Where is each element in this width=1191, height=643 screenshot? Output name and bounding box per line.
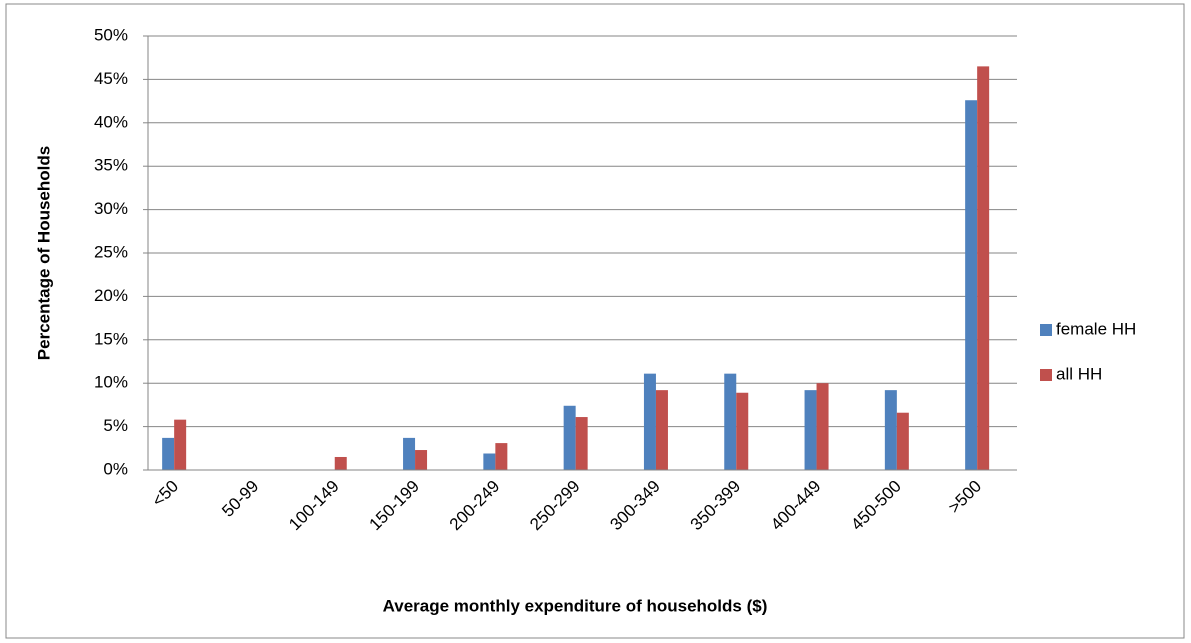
legend-swatch xyxy=(1040,324,1052,336)
bar xyxy=(162,437,175,470)
bar xyxy=(174,419,187,470)
legend-label: female HH xyxy=(1056,319,1136,338)
bar xyxy=(643,373,656,470)
y-tick-label: 5% xyxy=(103,416,128,435)
y-tick-label: 50% xyxy=(94,25,128,44)
bar xyxy=(334,456,347,470)
bar xyxy=(884,390,897,470)
y-tick-label: 15% xyxy=(94,329,128,348)
x-axis-title: Average monthly expenditure of household… xyxy=(383,596,768,615)
bar xyxy=(563,405,576,470)
y-tick-label: 25% xyxy=(94,242,128,261)
y-tick-label: 35% xyxy=(94,156,128,175)
bar xyxy=(495,443,508,470)
legend-swatch xyxy=(1040,369,1052,381)
y-tick-label: 20% xyxy=(94,286,128,305)
y-tick-label: 0% xyxy=(103,459,128,478)
bar xyxy=(655,390,668,470)
bar xyxy=(575,417,588,470)
y-tick-label: 30% xyxy=(94,199,128,218)
bar xyxy=(965,100,978,471)
y-axis-title: Percentage of Households xyxy=(34,146,53,360)
y-tick-label: 10% xyxy=(94,373,128,392)
bar xyxy=(483,453,496,470)
bar xyxy=(804,390,817,470)
y-tick-label: 40% xyxy=(94,112,128,131)
bar xyxy=(403,437,416,470)
bar xyxy=(736,392,749,470)
chart-border xyxy=(5,3,1185,639)
legend-label: all HH xyxy=(1056,364,1102,383)
bar xyxy=(977,66,990,470)
bar xyxy=(816,383,829,470)
bar xyxy=(724,373,737,470)
y-tick-label: 45% xyxy=(94,69,128,88)
bar xyxy=(415,450,428,470)
bar xyxy=(896,412,909,470)
